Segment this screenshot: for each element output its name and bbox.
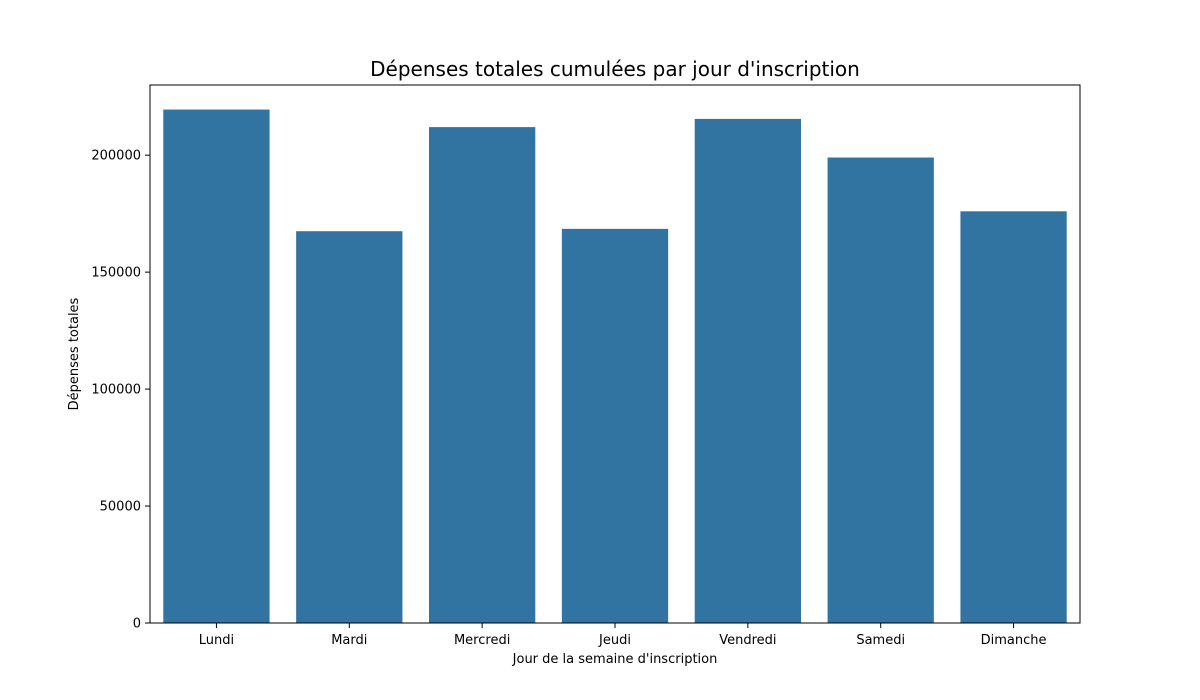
y-tick-label: 150000: [91, 266, 141, 281]
bar-mercredi: [429, 127, 536, 624]
x-tick-label: Mercredi: [454, 633, 510, 648]
x-tick-label: Samedi: [856, 633, 905, 648]
x-tick-label: Jeudi: [598, 633, 631, 648]
bar-samedi: [827, 157, 934, 623]
y-tick-label: 50000: [100, 500, 141, 515]
x-axis-ticks: Lundi Mardi Mercredi Jeudi Vendredi Samedi Dim…: [199, 623, 1047, 648]
x-tick-label: Vendredi: [719, 633, 776, 648]
x-tick-label: Mardi: [331, 633, 367, 648]
y-tick-label: 200000: [91, 149, 141, 164]
bars-group: [163, 109, 1067, 624]
x-tick-label: Dimanche: [981, 633, 1047, 648]
x-axis-label: Jour de la semaine d'inscription: [512, 652, 718, 667]
bar-mardi: [296, 231, 403, 623]
bar-vendredi: [694, 118, 801, 623]
x-tick-label: Lundi: [199, 633, 234, 648]
y-axis-ticks: 0 50000 100000 150000 200000: [91, 149, 150, 632]
bar-dimanche: [960, 211, 1067, 623]
plot-frame: [149, 84, 1081, 624]
chart-title: Dépenses totales cumulées par jour d'ins…: [370, 57, 860, 81]
y-axis-label: Dépenses totales: [67, 297, 82, 410]
y-tick-label: 0: [133, 617, 141, 632]
bar-jeudi: [561, 228, 669, 624]
y-tick-label: 100000: [91, 383, 141, 398]
bar-lundi: [163, 109, 270, 624]
